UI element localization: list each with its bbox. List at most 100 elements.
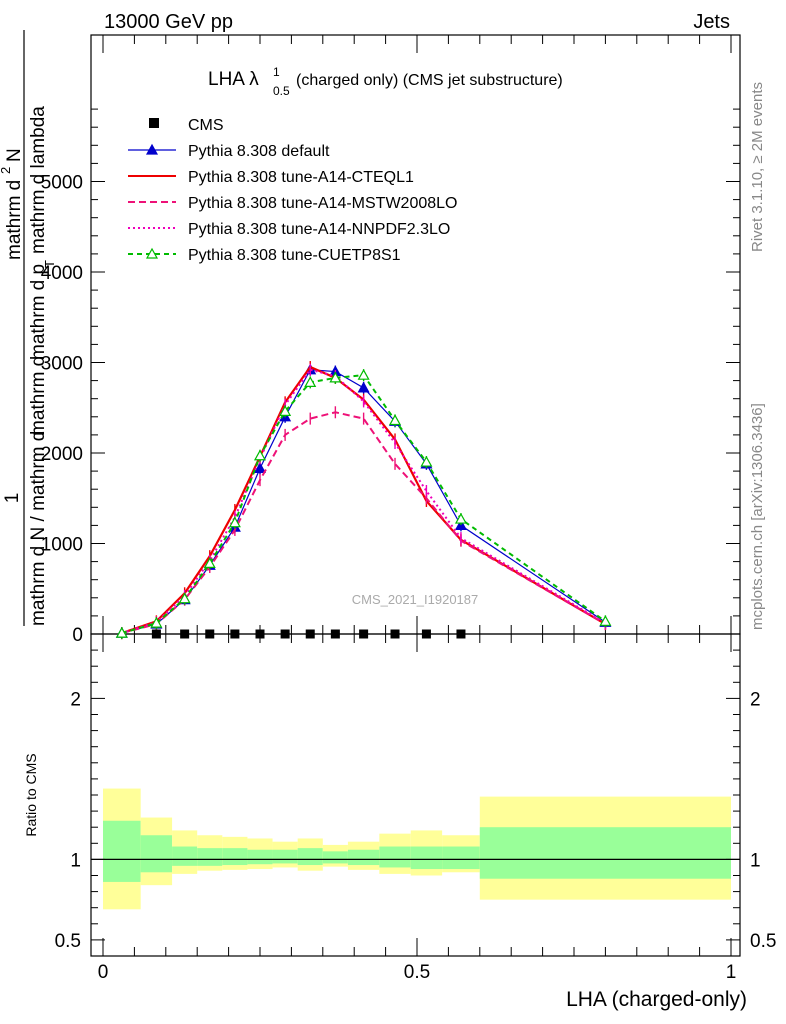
point-cuetp8s1: [178, 592, 191, 604]
x-tick-label: 0.5: [404, 962, 430, 983]
ratio-tick-label-right: 0.5: [750, 931, 776, 952]
plot-title-sup: 1: [273, 65, 280, 79]
legend-label-mstw: Pythia 8.308 tune-A14-MSTW2008LO: [188, 195, 457, 212]
cms-point: [230, 629, 240, 639]
ratio-band-inner: [442, 846, 480, 870]
ratio-band-inner: [222, 848, 248, 866]
point-cuetp8s1: [389, 414, 402, 426]
series-line-cuetp8s1: [121, 374, 606, 635]
ratio-band-inner: [197, 848, 223, 866]
point-default: [357, 381, 370, 393]
ratio-band-inner: [347, 849, 380, 866]
y-tick-label: 1000: [41, 535, 83, 556]
plot-title-main: LHA λ: [208, 69, 259, 90]
legend-label-cteql1: Pythia 8.308 tune-A14-CTEQL1: [188, 169, 414, 186]
cms-data-layer: [151, 629, 466, 639]
legend-marker-cuetp8s1: [145, 247, 159, 259]
ylabel-line1b: mathrm d: [28, 356, 49, 436]
point-default: [253, 462, 267, 473]
plot-title-sub: 0.5: [273, 84, 290, 98]
legend-item-nnpdf: Pythia 8.308 tune-A14-NNPDF2.3LO: [128, 221, 450, 238]
series-line-mstw: [121, 411, 606, 635]
ratio-tick-label: 0.5: [55, 931, 81, 952]
legend-item-cms: CMS: [149, 117, 224, 134]
ratio-tick-label-right: 1: [750, 850, 761, 871]
ratio-band-inner: [479, 827, 731, 879]
point-cuetp8s1: [329, 371, 342, 383]
legend-label-nnpdf: Pythia 8.308 tune-A14-NNPDF2.3LO: [188, 221, 450, 238]
legend-item-cuetp8s1: Pythia 8.308 tune-CUETP8S1: [128, 247, 401, 264]
ylabel-upper-n: N: [4, 148, 25, 162]
ratio-band-inner: [140, 835, 173, 873]
ratio-band-inner: [272, 849, 298, 864]
y-tick-label: 2000: [41, 444, 83, 465]
point-cuetp8s1: [420, 455, 433, 467]
ratio-axis-ticks: 0.5 0.5 1 1 2 2: [55, 649, 776, 952]
point-cuetp8s1: [454, 512, 467, 524]
ratio-band-inner: [297, 848, 323, 866]
cms-point: [180, 629, 190, 639]
ratio-tick-label: 2: [70, 689, 81, 710]
mcplots-label: mcplots.cern.ch [arXiv:1306.3436]: [749, 403, 766, 630]
cms-point: [280, 629, 290, 639]
main-ylabel: 1 mathrm d N / mathrm d mathrm d mathrm …: [0, 30, 57, 626]
point-cuetp8s1: [304, 376, 317, 388]
cms-point: [330, 629, 340, 639]
rivet-label: Rivet 3.1.10, ≥ 2M events: [749, 82, 766, 252]
legend-marker-default: [145, 143, 159, 155]
series-layer: [115, 361, 612, 640]
cms-point: [205, 629, 215, 639]
legend-label-cuetp8s1: Pythia 8.308 tune-CUETP8S1: [188, 247, 401, 264]
ylabel-upper-sup: 2: [0, 167, 13, 174]
point-cuetp8s1: [150, 616, 163, 628]
legend: CMS Pythia 8.308 default Pythia 8.308 tune…: [128, 117, 457, 264]
point-cuetp8s1: [115, 626, 128, 638]
point-cuetp8s1: [599, 615, 612, 626]
x-axis-ticks: 0 0.5 1: [98, 35, 737, 983]
series-line-cteql1: [121, 365, 606, 635]
ratio-tick-label-right: 2: [750, 689, 761, 710]
cms-point: [456, 629, 466, 639]
cms-point: [390, 629, 400, 639]
plot-title-rest: (charged only) (CMS jet substructure): [296, 72, 563, 89]
point-cuetp8s1: [203, 557, 216, 569]
ylabel-numerator: 1: [2, 493, 23, 504]
x-tick-label: 0: [98, 962, 109, 983]
ratio-band-inner: [172, 846, 198, 866]
plot-title: LHA λ: [208, 69, 259, 90]
cms-point: [255, 629, 265, 639]
cms-point: [151, 629, 161, 639]
cms-point: [305, 629, 315, 639]
y-tick-label: 3000: [41, 354, 83, 375]
cms-point: [359, 629, 369, 639]
ylabel-line1: mathrm d N / mathrm d: [28, 431, 49, 626]
ylabel-pt-sub: T: [42, 260, 57, 268]
ratio-ylabel: Ratio to CMS: [23, 753, 39, 836]
legend-marker-cms: [149, 118, 159, 128]
legend-item-cteql1: Pythia 8.308 tune-A14-CTEQL1: [128, 169, 414, 186]
x-axis-label: LHA (charged-only): [566, 988, 747, 1011]
ratio-band-inner: [410, 846, 443, 870]
legend-label-cms: CMS: [188, 117, 224, 134]
y-tick-label: 0: [72, 625, 83, 646]
ratio-frame: [90, 633, 741, 957]
analysis-watermark: CMS_2021_I1920187: [352, 592, 479, 607]
ylabel-lambda: mathrm d lambda: [28, 106, 49, 254]
header-energy: 13000 GeV pp: [104, 11, 233, 33]
ratio-band-inner: [322, 851, 348, 864]
ylabel-upper-d: mathrm d: [4, 180, 25, 260]
ratio-tick-label: 1: [70, 850, 81, 871]
legend-item-mstw: Pythia 8.308 tune-A14-MSTW2008LO: [128, 195, 457, 212]
ratio-band-inner: [103, 820, 141, 882]
ratio-band-inner: [247, 849, 273, 865]
main-axis-ticks: 0 1000 2000 3000 4000 5000: [41, 108, 740, 646]
ratio-band-inner: [379, 846, 411, 868]
series-line-nnpdf: [121, 368, 606, 635]
ratio-bands: [103, 788, 731, 910]
point-cuetp8s1: [253, 449, 267, 461]
legend-label-default: Pythia 8.308 default: [188, 143, 330, 160]
legend-item-default: Pythia 8.308 default: [128, 143, 330, 160]
x-tick-label: 1: [726, 962, 737, 983]
cms-point: [421, 629, 431, 639]
